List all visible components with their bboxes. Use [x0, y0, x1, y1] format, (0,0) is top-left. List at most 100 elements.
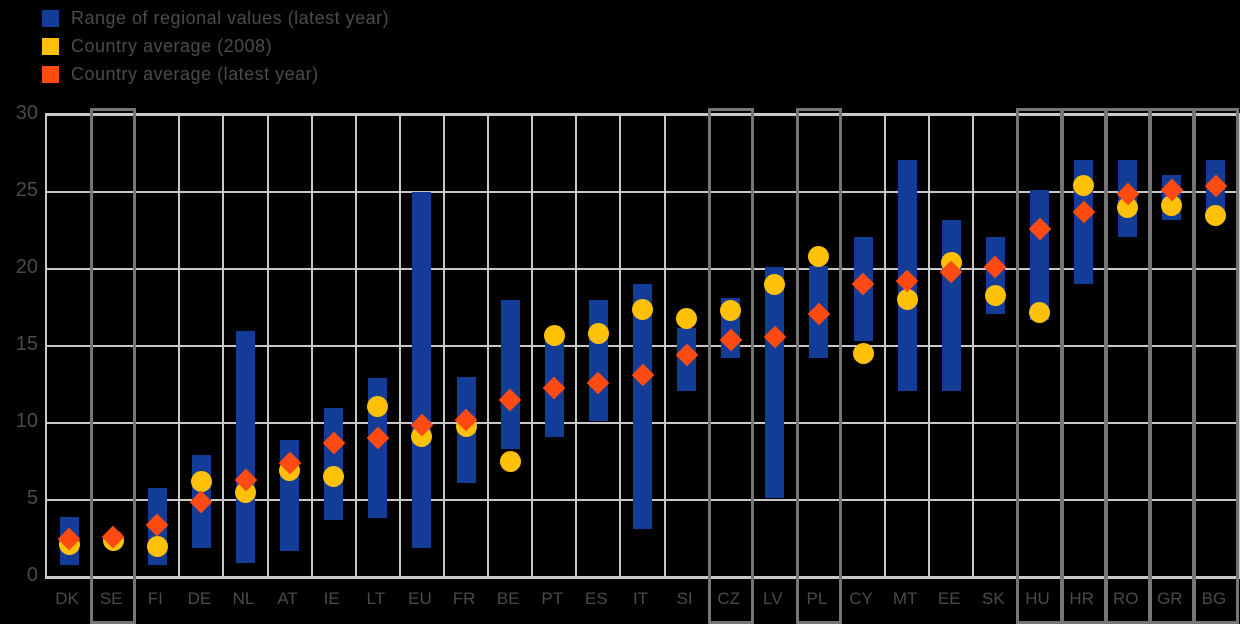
x-tick-label: PT	[541, 589, 564, 608]
gridline-vertical	[443, 115, 445, 577]
range-series-swatch-icon	[42, 9, 59, 27]
country-highlight-box	[707, 108, 754, 624]
legend: Range of regional values (latest year) C…	[42, 4, 389, 88]
range-bar	[941, 219, 961, 391]
legend-item-avg-latest: Country average (latest year)	[42, 60, 389, 88]
gridline-vertical	[972, 115, 975, 577]
x-tick-label: ES	[585, 589, 608, 608]
avg-2008-marker	[1161, 195, 1183, 217]
x-tick-label: LV	[763, 589, 783, 608]
x-tick-label: LT	[366, 589, 386, 608]
avg-2008-marker	[984, 284, 1006, 306]
avg-2008-marker	[632, 298, 653, 320]
x-tick-label: SI	[676, 589, 693, 608]
x-tick-label: NL	[232, 589, 255, 608]
x-tick-label: FI	[147, 589, 163, 608]
avg-2008-marker	[499, 451, 521, 472]
gridline-vertical	[928, 115, 931, 577]
x-tick-label: HR	[1069, 589, 1094, 608]
range-bar	[500, 299, 520, 450]
avg-2008-marker	[367, 395, 389, 417]
avg-2008-marker	[852, 343, 874, 365]
x-tick-label: BG	[1201, 589, 1227, 608]
plot-area	[45, 108, 1240, 624]
range-bar	[588, 299, 608, 422]
gridline-vertical	[575, 115, 578, 577]
avg-2008-marker	[1117, 196, 1139, 218]
gridline-horizontal	[47, 191, 1238, 193]
gridline-vertical	[398, 115, 401, 577]
gridline-vertical	[663, 115, 666, 577]
country-highlight-box	[1192, 108, 1239, 624]
y-tick-label: 5	[26, 487, 38, 509]
range-bar	[236, 330, 255, 564]
avg-2008-marker	[1029, 301, 1050, 323]
x-tick-label: MT	[892, 589, 918, 608]
legend-label-avg-latest: Country average (latest year)	[71, 63, 319, 84]
y-tick-label: 15	[15, 333, 38, 355]
avg-latest-series-swatch-icon	[42, 65, 59, 83]
avg-2008-marker	[1205, 204, 1227, 226]
x-tick-label: IT	[632, 589, 649, 608]
y-tick-label: 0	[26, 564, 38, 586]
avg-2008-marker	[896, 289, 918, 311]
gridline-vertical	[487, 115, 490, 577]
country-highlight-box	[1016, 108, 1063, 624]
gridline-vertical	[178, 115, 181, 577]
x-tick-label: SE	[99, 589, 123, 608]
legend-label-avg-2008: Country average (2008)	[71, 35, 273, 56]
legend-item-range: Range of regional values (latest year)	[42, 4, 389, 32]
avg-2008-marker	[676, 307, 698, 329]
y-tick-label: 30	[15, 102, 38, 124]
x-tick-label: AT	[277, 589, 298, 608]
x-tick-label: EE	[937, 589, 961, 608]
x-tick-label: CZ	[717, 589, 741, 608]
country-highlight-box	[795, 108, 842, 624]
range-bar	[633, 284, 652, 530]
range-bar	[324, 407, 344, 520]
x-tick-label: CY	[849, 589, 873, 608]
x-tick-label: BE	[496, 589, 520, 608]
x-tick-label: GR	[1157, 589, 1183, 608]
legend-label-range: Range of regional values (latest year)	[71, 7, 390, 28]
avg-2008-series-swatch-icon	[42, 37, 59, 55]
avg-2008-marker	[543, 324, 565, 346]
avg-2008-marker	[808, 246, 830, 268]
gridline-horizontal	[47, 268, 1238, 270]
gridline-vertical	[266, 115, 269, 577]
gridline-horizontal	[47, 114, 1238, 116]
x-tick-label: DE	[187, 589, 212, 608]
avg-2008-marker	[146, 535, 168, 557]
x-tick-label: IE	[323, 589, 340, 608]
gridline-vertical	[310, 115, 313, 577]
gridline-vertical	[884, 115, 887, 577]
range-bar	[1030, 190, 1049, 320]
x-tick-label: SK	[982, 589, 1005, 608]
avg-2008-marker	[764, 273, 786, 295]
y-tick-label: 20	[15, 256, 38, 278]
legend-item-avg-2008: Country average (2008)	[42, 32, 389, 60]
x-tick-label: PL	[806, 589, 828, 608]
avg-2008-marker	[235, 481, 256, 503]
avg-2008-marker	[587, 323, 609, 345]
range-bar	[765, 267, 785, 499]
gridline-vertical	[531, 115, 534, 577]
x-tick-label: RO	[1112, 589, 1139, 608]
x-tick-label: EU	[408, 589, 432, 608]
country-highlight-box	[90, 108, 137, 624]
avg-2008-marker	[190, 471, 212, 493]
gridline-vertical	[222, 115, 225, 577]
y-tick-label: 10	[15, 410, 38, 432]
gridline-vertical	[619, 115, 622, 577]
avg-2008-marker	[720, 300, 742, 322]
range-bar	[412, 192, 432, 548]
gridline-vertical	[354, 115, 357, 577]
x-tick-label: HU	[1025, 589, 1050, 608]
y-tick-label: 25	[15, 179, 38, 201]
avg-2008-marker	[323, 466, 345, 488]
gridline-horizontal	[47, 576, 1238, 578]
x-tick-label: FR	[452, 589, 476, 608]
x-tick-label: DK	[55, 589, 79, 608]
avg-2008-marker	[1073, 175, 1095, 197]
